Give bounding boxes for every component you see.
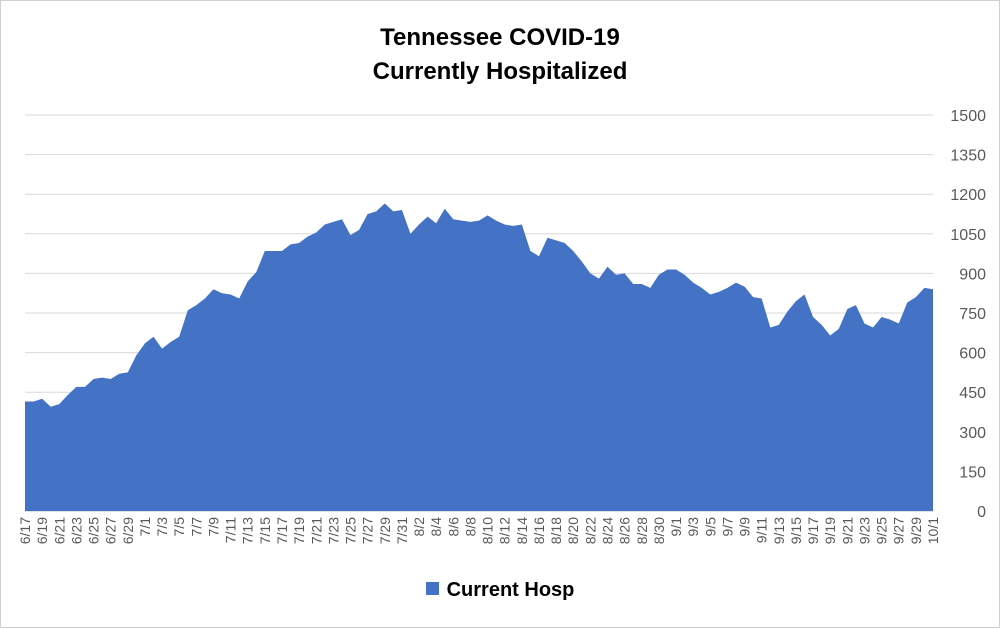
y-tick-label: 1350 [950,148,986,165]
y-tick-label: 1050 [950,227,986,244]
x-tick-label: 9/29 [908,517,924,544]
y-tick-label: 150 [959,464,986,481]
x-tick-label: 9/5 [702,517,718,537]
x-tick-label: 8/8 [462,517,478,537]
x-tick-label: 9/11 [754,517,770,543]
x-tick-label: 7/25 [343,517,359,544]
x-tick-label: 7/7 [188,517,204,537]
x-tick-label: 6/25 [86,517,102,544]
y-tick-label: 1200 [950,187,986,204]
x-tick-label: 8/20 [565,517,581,544]
x-tick-label: 9/15 [788,517,804,544]
x-tick-label: 8/22 [582,517,598,544]
area-series-current-hosp [25,203,933,511]
x-tick-label: 9/1 [668,517,684,537]
x-tick-label: 6/23 [68,517,84,544]
x-tick-label: 8/16 [531,517,547,544]
x-tick-label: 9/17 [805,517,821,544]
x-tick-label: 8/14 [514,517,530,544]
x-tick-label: 7/9 [205,517,221,537]
x-tick-label: 7/1 [137,517,153,537]
x-tick-label: 7/15 [257,517,273,544]
x-tick-label: 8/4 [428,517,444,537]
x-tick-label: 6/27 [103,517,119,544]
y-tick-label: 900 [959,266,986,283]
x-tick-label: 7/21 [308,517,324,544]
area-series [25,203,933,511]
legend-swatch [425,582,439,596]
x-tick-label: 9/21 [839,517,855,544]
y-tick-label: 600 [959,346,986,363]
x-tick-label: 8/24 [599,517,615,544]
y-tick-label: 1500 [950,108,986,125]
x-tick-label: 8/6 [445,517,461,537]
chart-title-line-2: Currently Hospitalized [372,58,628,85]
x-tick-label: 8/10 [480,517,496,544]
y-axis-ticks: 0 150 300 450 600 750 900 1050 1200 1350 1500 [950,108,986,521]
x-tick-label: 9/3 [685,517,701,537]
x-tick-label: 9/19 [822,517,838,544]
legend: Current Hosp [1,579,999,602]
chart-title-line-1: Tennessee COVID-19 [380,24,620,51]
x-tick-label: 9/9 [737,517,753,537]
x-axis-ticks: 6/17 6/19 6/21 6/23 6/25 6/27 6/29 7/1 7/3 7/5 7/7… [17,517,941,544]
x-tick-label: 8/30 [651,517,667,544]
y-tick-label: 0 [977,504,986,521]
x-tick-label: 9/27 [891,517,907,544]
x-tick-label: 7/3 [154,517,170,537]
x-tick-label: 9/25 [874,517,890,544]
chart-title: Tennessee COVID-19 Currently Hospitalize… [1,21,999,89]
x-tick-label: 7/27 [360,517,376,544]
x-tick-label: 7/31 [394,517,410,544]
x-tick-label: 8/28 [634,517,650,544]
x-tick-label: 9/23 [856,517,872,544]
y-tick-label: 300 [959,425,986,442]
x-tick-label: 7/11 [223,517,239,543]
x-tick-label: 8/12 [497,517,513,544]
x-tick-label: 6/17 [17,517,33,544]
y-tick-label: 450 [959,385,986,402]
x-tick-label: 7/29 [377,517,393,544]
x-tick-label: 6/19 [34,517,50,544]
x-tick-label: 8/26 [617,517,633,544]
x-tick-label: 10/1 [925,517,941,544]
x-tick-label: 9/7 [719,517,735,537]
x-tick-label: 6/29 [120,517,136,544]
x-tick-label: 6/21 [51,517,67,544]
y-tick-label: 750 [959,306,986,323]
x-tick-label: 7/17 [274,517,290,544]
x-tick-label: 9/13 [771,517,787,544]
legend-label: Current Hosp [446,579,575,601]
x-tick-label: 7/13 [240,517,256,544]
x-tick-label: 8/2 [411,517,427,537]
x-tick-label: 7/5 [171,517,187,537]
x-tick-label: 7/23 [325,517,341,544]
x-tick-label: 8/18 [548,517,564,544]
x-tick-label: 7/19 [291,517,307,544]
